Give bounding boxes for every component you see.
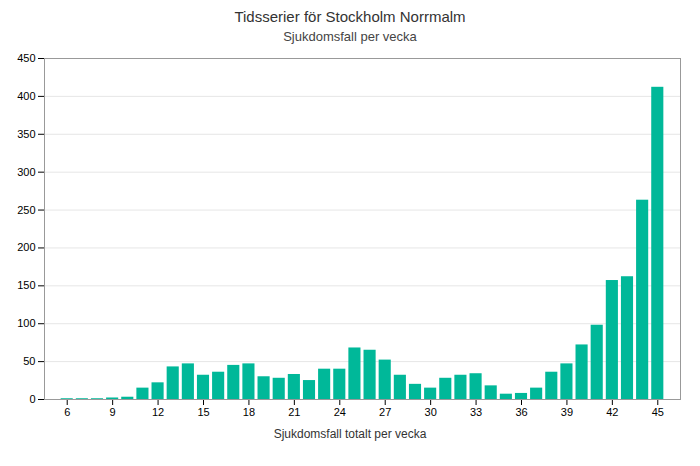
svg-text:0: 0 <box>29 393 35 405</box>
svg-text:15: 15 <box>197 406 209 418</box>
svg-text:45: 45 <box>652 406 664 418</box>
html-text:Tidsserier för Stockholm Norrm: Tidsserier för Stockholm Norrmalm <box>234 8 466 25</box>
svg-text:42: 42 <box>606 406 618 418</box>
svg-text:9: 9 <box>110 406 116 418</box>
svg-text:400: 400 <box>17 90 35 102</box>
svg-text:36: 36 <box>515 406 527 418</box>
svg-text:200: 200 <box>17 241 35 253</box>
svg-text:6: 6 <box>64 406 70 418</box>
svg-text:350: 350 <box>17 128 35 140</box>
svg-text:250: 250 <box>17 204 35 216</box>
svg-text:12: 12 <box>152 406 164 418</box>
svg-text:21: 21 <box>288 406 300 418</box>
svg-text:100: 100 <box>17 317 35 329</box>
svg-text:450: 450 <box>17 52 35 64</box>
html-text:Sjukdomsfall totalt per vecka: Sjukdomsfall totalt per vecka <box>273 427 427 441</box>
svg-text:30: 30 <box>425 406 437 418</box>
svg-text:27: 27 <box>379 406 391 418</box>
svg-text:24: 24 <box>334 406 346 418</box>
svg-text:18: 18 <box>243 406 255 418</box>
svg-text:150: 150 <box>17 279 35 291</box>
html-text:Sjukdomsfall per vecka: Sjukdomsfall per vecka <box>283 29 417 44</box>
svg-text:33: 33 <box>470 406 482 418</box>
svg-text:50: 50 <box>23 355 35 367</box>
svg-text:300: 300 <box>17 166 35 178</box>
svg-text:39: 39 <box>561 406 573 418</box>
